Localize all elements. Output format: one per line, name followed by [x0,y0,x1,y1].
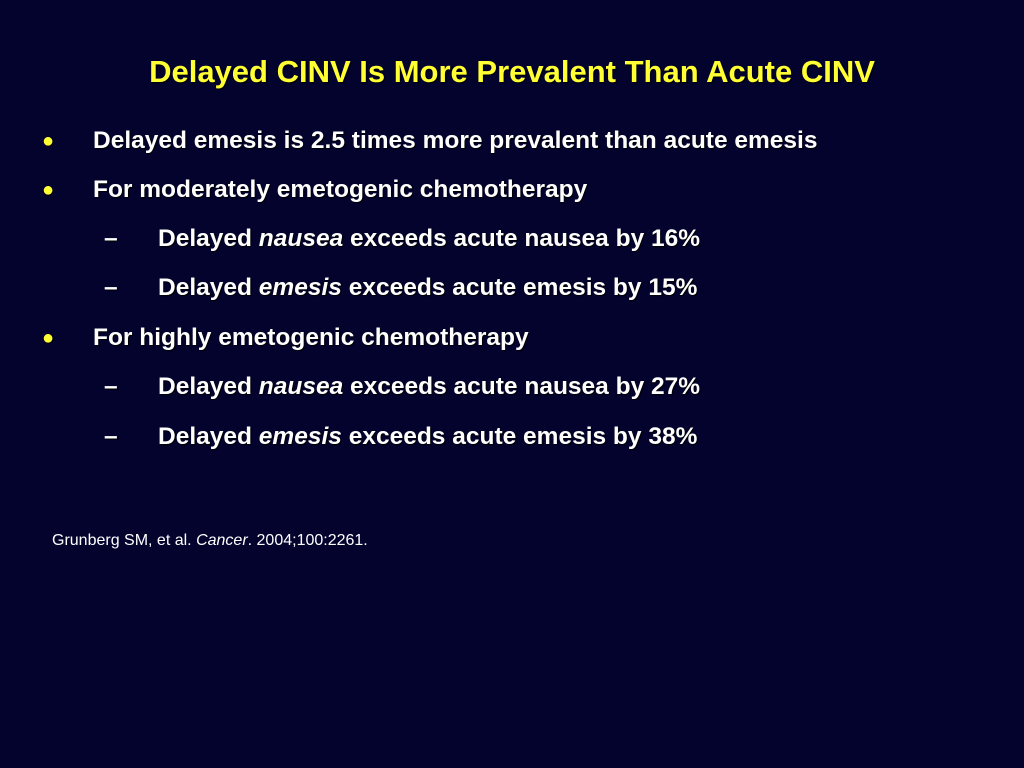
slide-title: Delayed CINV Is More Prevalent Than Acut… [149,54,875,89]
reference-citation: Grunberg SM, et al. Cancer. 2004;100:226… [52,530,368,552]
sub-bullet-text: Delayed emesis exceeds acute emesis by 3… [158,420,697,454]
text-prefix: Delayed [158,225,259,252]
text-suffix: exceeds acute nausea by 27% [343,373,701,400]
dash-icon: – [104,423,118,450]
text-suffix: exceeds acute emesis by 15% [341,274,698,301]
emphasis-text: emesis [258,423,342,450]
dash-icon: – [104,225,118,252]
sub-bullet-text: Delayed nausea exceeds acute nausea by 1… [158,222,700,256]
bullet-icon: ● [42,327,55,349]
bullet-text: For moderately emetogenic chemotherapy [93,176,588,203]
sub-bullet-text: Delayed nausea exceeds acute nausea by 2… [158,370,700,404]
text-prefix: Delayed [158,373,259,400]
bullet-text: Delayed emesis is 2.5 times more prevale… [93,127,818,154]
bullet-icon: ● [42,130,55,152]
dash-icon: – [104,274,118,301]
emphasis-text: emesis [258,274,342,301]
text-prefix: Delayed [158,423,259,450]
text-suffix: exceeds acute emesis by 38% [341,423,698,450]
reference-authors: Grunberg SM, et al. [52,532,197,549]
text-suffix: exceeds acute nausea by 16% [343,225,701,252]
bullet-text: For highly emetogenic chemotherapy [93,324,529,351]
reference-details: . 2004;100:2261. [247,532,368,549]
emphasis-text: nausea [258,225,344,252]
dash-icon: – [104,373,118,400]
bullet-icon: ● [42,179,55,201]
text-prefix: Delayed [158,274,259,301]
sub-bullet-text: Delayed emesis exceeds acute emesis by 1… [158,271,697,305]
reference-journal: Cancer [196,532,248,549]
emphasis-text: nausea [258,373,344,400]
